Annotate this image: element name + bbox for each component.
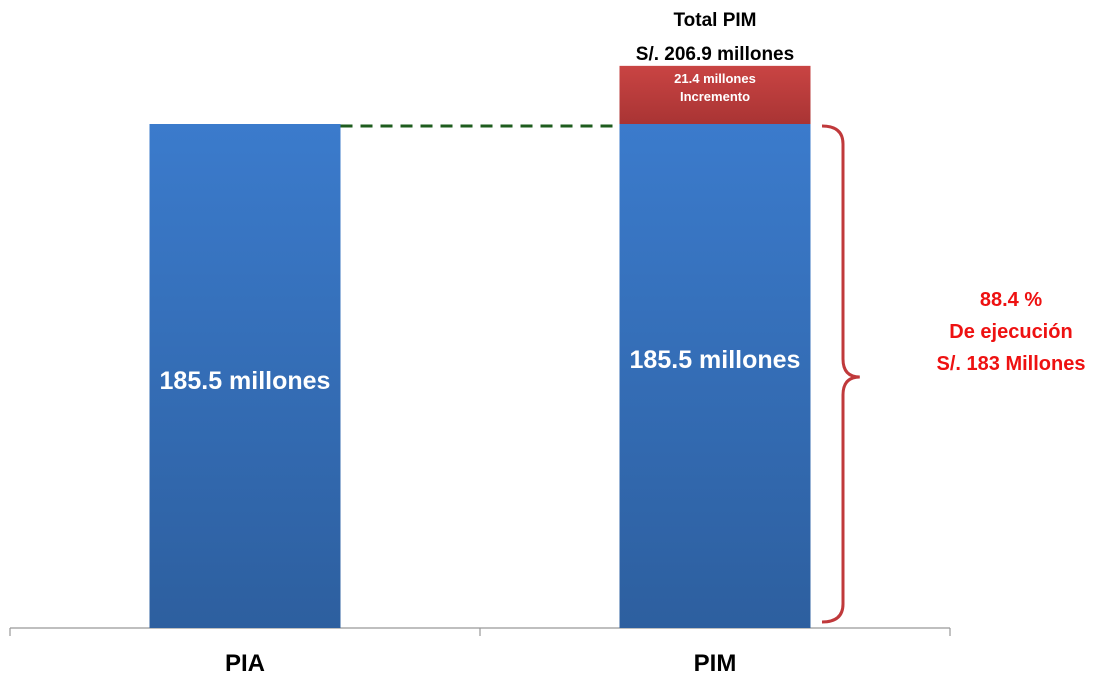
category-label-pim: PIM <box>694 650 737 677</box>
bar-pim-value-label: 185.5 millones <box>630 346 801 374</box>
bar-pim-base <box>619 124 811 628</box>
total-pim-label-line2: S/. 206.9 millones <box>636 44 794 65</box>
execution-label-line2: De ejecución <box>949 321 1072 343</box>
total-pim-label-line1: Total PIM <box>673 10 756 31</box>
increment-label-line1: 21.4 millones <box>674 71 756 86</box>
bar-pia <box>149 124 341 628</box>
execution-label-line1: 88.4 % <box>980 289 1042 311</box>
category-label-pia: PIA <box>225 650 265 677</box>
increment-label-line2: Incremento <box>680 89 750 104</box>
bar-pia-value-label: 185.5 millones <box>160 367 331 395</box>
execution-label-line3: S/. 183 Millones <box>937 353 1086 375</box>
execution-brace <box>821 124 860 624</box>
bar-pim-increment <box>619 65 811 124</box>
